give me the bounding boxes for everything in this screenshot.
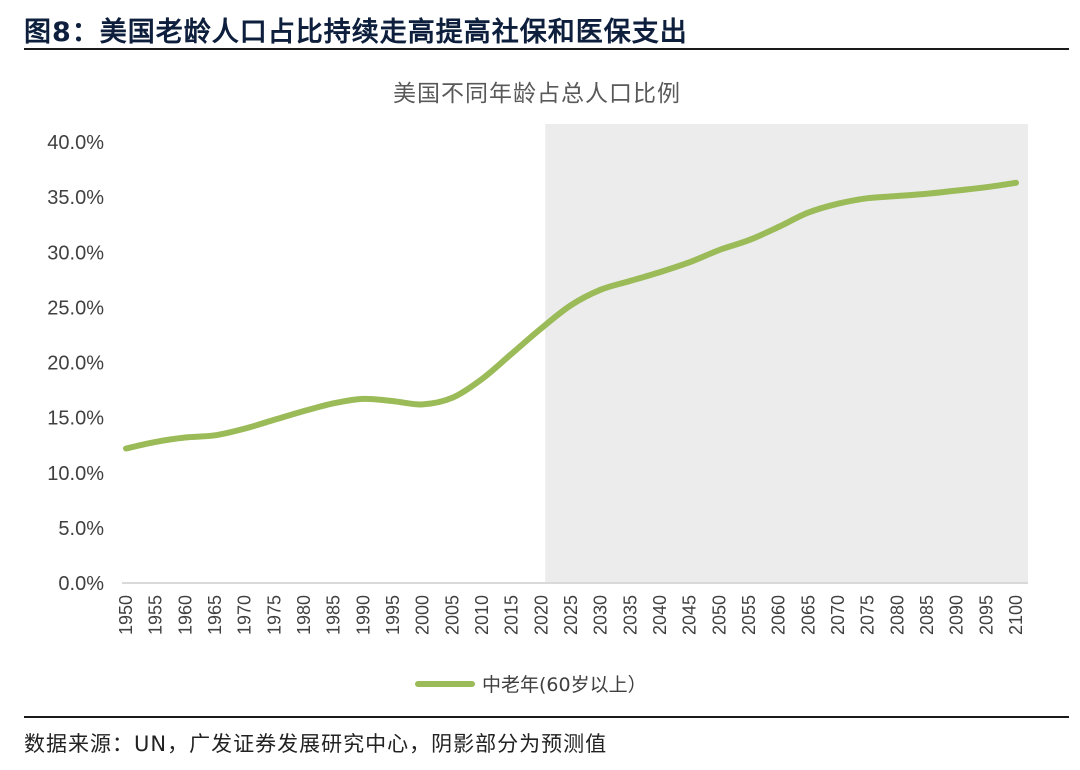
x-tick-label: 1980	[294, 595, 314, 635]
y-tick-label: 0.0%	[58, 573, 104, 595]
y-tick-label: 5.0%	[58, 518, 104, 540]
x-tick-label: 2015	[502, 595, 522, 635]
line-chart: 美国不同年龄占总人口比例 0.0% 5.0% 10.0% 15.0% 20.0% 25.0…	[47, 81, 1028, 696]
x-tick-label: 2075	[858, 595, 878, 635]
y-tick-label: 10.0%	[47, 463, 104, 485]
x-tick-label: 2070	[828, 595, 848, 635]
y-tick-label: 25.0%	[47, 297, 104, 319]
y-tick-label: 15.0%	[47, 408, 104, 430]
x-tick-label: 2060	[769, 595, 789, 635]
x-tick-label: 2045	[680, 595, 700, 635]
x-tick-label: 2035	[620, 595, 640, 635]
x-tick-label: 2090	[947, 595, 967, 635]
source-note: 数据来源：UN，广发证券发展研究中心，阴影部分为预测值	[24, 732, 608, 756]
x-tick-label: 2095	[976, 595, 996, 635]
figure-title: 图8：美国老龄人口占比持续走高提高社保和医保支出	[24, 17, 688, 48]
y-axis-ticks: 0.0% 5.0% 10.0% 15.0% 20.0% 25.0% 30.0% 35.0% 40…	[47, 132, 104, 595]
x-axis-ticks: 1950 1955 1960 1965 1970 1975 1980 1985 1990 1995…	[116, 595, 1026, 635]
figure-header: 图8：美国老龄人口占比持续走高提高社保和医保支出	[24, 8, 1069, 48]
y-tick-label: 30.0%	[47, 242, 104, 264]
legend: 中老年(60岁以上）	[415, 674, 647, 696]
x-tick-label: 1975	[264, 595, 284, 635]
x-tick-label: 1995	[383, 595, 403, 635]
x-tick-label: 2080	[887, 595, 907, 635]
forecast-shaded-region	[545, 124, 1028, 583]
x-tick-label: 2030	[591, 595, 611, 635]
x-tick-label: 2040	[650, 595, 670, 635]
legend-label: 中老年(60岁以上）	[482, 674, 647, 696]
x-tick-label: 2025	[561, 595, 581, 635]
header-rule	[24, 48, 1069, 50]
x-tick-label: 1985	[324, 595, 344, 635]
chart-title: 美国不同年龄占总人口比例	[393, 81, 681, 107]
y-tick-label: 40.0%	[47, 132, 104, 154]
x-tick-label: 1970	[235, 595, 255, 635]
x-tick-label: 2050	[709, 595, 729, 635]
x-tick-label: 1955	[146, 595, 166, 635]
x-tick-label: 2020	[531, 595, 551, 635]
x-tick-label: 2000	[413, 595, 433, 635]
x-tick-label: 1950	[116, 595, 136, 635]
y-tick-label: 35.0%	[47, 187, 104, 209]
footer-rule	[24, 716, 1069, 718]
x-tick-label: 2005	[442, 595, 462, 635]
x-tick-label: 2065	[798, 595, 818, 635]
series-line-elderly-population	[123, 179, 1019, 452]
x-tick-label: 1960	[175, 595, 195, 635]
x-tick-label: 1990	[353, 595, 373, 635]
x-tick-label: 2055	[739, 595, 759, 635]
x-tick-label: 1965	[205, 595, 225, 635]
y-tick-label: 20.0%	[47, 353, 104, 375]
x-tick-label: 2100	[1006, 595, 1026, 635]
x-tick-label: 2085	[917, 595, 937, 635]
x-tick-label: 2010	[472, 595, 492, 635]
